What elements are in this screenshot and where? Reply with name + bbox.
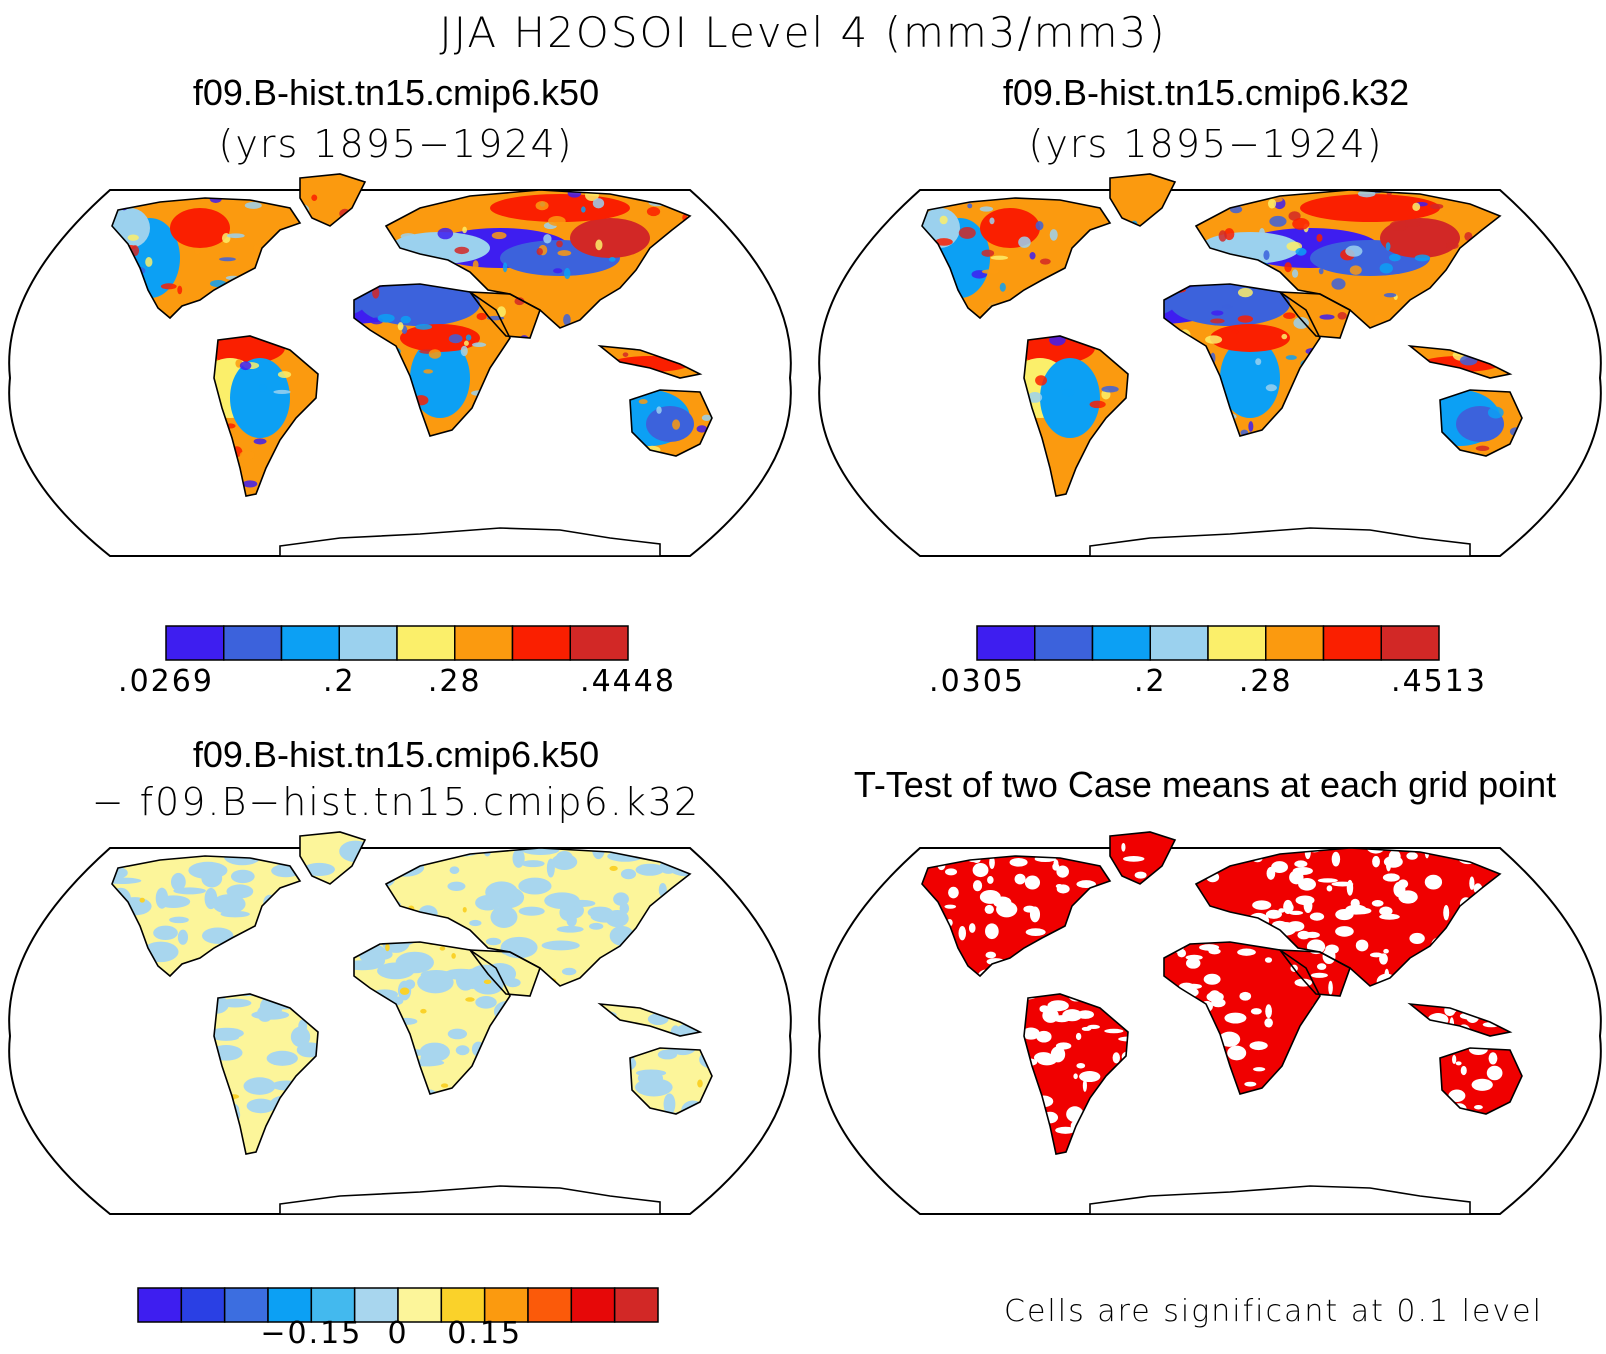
colorbar-tick-label: .2: [1133, 664, 1167, 699]
coastline-indonesia: [597, 1002, 703, 1037]
colorbar-tick-label: .28: [1238, 664, 1293, 699]
colorbar-swatch: [338, 625, 398, 661]
colorbar-swatch: [137, 1287, 183, 1323]
colorbar-top-right-labels: .0305 .2 .28 .4513: [929, 664, 1485, 704]
colorbar-swatch: [511, 625, 571, 661]
colorbar-bottom-left: [137, 1287, 659, 1323]
coastline-indonesia: [597, 344, 703, 379]
colorbar-swatch: [1322, 625, 1382, 661]
colorbar-swatch: [1265, 625, 1325, 661]
coastline-arabia: [1278, 291, 1351, 339]
coastline-eurasia: [384, 189, 692, 329]
colorbar-tick-label: .28: [427, 664, 482, 699]
panel-tl-subtitle: (yrs 1895−1924): [218, 122, 574, 166]
colorbar-bottom-left-labels: −0.15 0 0.15: [138, 1316, 658, 1354]
coastline-northAmerica: [921, 855, 1112, 978]
figure-title: JJA H2OSOI Level 4 (mm3/mm3): [439, 8, 1167, 57]
coastline-greenland: [1109, 173, 1177, 227]
panel-tr-case: f09.B-hist.tn15.cmip6.k32: [1002, 72, 1410, 113]
coastline-northAmerica: [111, 855, 302, 978]
colorbar-swatch: [440, 1287, 486, 1323]
colorbar-swatch: [397, 1287, 443, 1323]
colorbar-swatch: [223, 1287, 269, 1323]
panel-tr-subtitle: (yrs 1895−1924): [1028, 122, 1384, 166]
map-top-left: [8, 173, 792, 557]
coastline-australia: [629, 389, 713, 457]
coastline-greenland: [299, 173, 367, 227]
panel-bl-case: f09.B-hist.tn15.cmip6.k50: [192, 734, 600, 775]
panel-bl-subtitle: − f09.B−hist.tn15.cmip6.k32: [91, 780, 701, 824]
colorbar-swatch: [613, 1287, 659, 1323]
coastline-southAmerica: [213, 335, 319, 497]
colorbar-swatch: [527, 1287, 573, 1323]
colorbar-swatch: [165, 625, 225, 661]
colorbar-swatch: [396, 625, 456, 661]
coastline-northAmerica: [111, 197, 302, 320]
map-top-right: [818, 173, 1602, 557]
colorbar-swatch: [483, 1287, 529, 1323]
coastline-indonesia: [1407, 344, 1513, 379]
coastline-arabia: [468, 949, 541, 997]
colorbar-swatch: [1207, 625, 1267, 661]
colorbar-swatch: [1034, 625, 1094, 661]
coastline-northAmerica: [921, 197, 1112, 320]
coastline-africa: [353, 941, 511, 1095]
map-bottom-right: [818, 831, 1602, 1215]
coastline-africa: [1163, 283, 1321, 437]
colorbar-swatch: [976, 625, 1036, 661]
colorbar-swatch: [353, 1287, 399, 1323]
coastline-australia: [1439, 1047, 1523, 1115]
coastline-indonesia: [1407, 1002, 1513, 1037]
coastline-southAmerica: [1023, 335, 1129, 497]
coastline-arabia: [1278, 949, 1351, 997]
colorbar-swatch: [223, 625, 283, 661]
colorbar-swatch: [570, 1287, 616, 1323]
coastline-antarctica: [279, 1185, 661, 1215]
coastline-australia: [1439, 389, 1523, 457]
coastline-antarctica: [279, 527, 661, 557]
colorbar-swatch: [1149, 625, 1209, 661]
coastline-southAmerica: [1023, 993, 1129, 1155]
colorbar-top-left-labels: .0269 .2 .28 .4448: [118, 664, 674, 704]
coastline-eurasia: [384, 847, 692, 987]
coastline-greenland: [1109, 831, 1177, 885]
colorbar-tick-label: 0.15: [447, 1316, 523, 1351]
coastline-australia: [629, 1047, 713, 1115]
coastline-southAmerica: [213, 993, 319, 1155]
coastline-arabia: [468, 291, 541, 339]
colorbar-swatch: [1091, 625, 1151, 661]
map-bottom-left: [8, 831, 792, 1215]
colorbar-top-left: [165, 625, 629, 661]
colorbar-swatch: [310, 1287, 356, 1323]
colorbar-tick-label: .4513: [1391, 664, 1487, 699]
colorbar-tick-label: .0305: [929, 664, 1025, 699]
colorbar-swatch: [569, 625, 629, 661]
colorbar-swatch: [1380, 625, 1440, 661]
colorbar-tick-label: .0269: [118, 664, 214, 699]
coastline-antarctica: [1089, 1185, 1471, 1215]
colorbar-swatch: [454, 625, 514, 661]
coastline-eurasia: [1194, 189, 1502, 329]
coastline-antarctica: [1089, 527, 1471, 557]
coastline-africa: [1163, 941, 1321, 1095]
colorbar-tick-label: .4448: [580, 664, 676, 699]
significance-note: Cells are significant at 0.1 level: [1004, 1294, 1543, 1329]
coastline-eurasia: [1194, 847, 1502, 987]
coastline-greenland: [299, 831, 367, 885]
colorbar-tick-label: .2: [322, 664, 356, 699]
colorbar-tick-label: −0.15: [260, 1316, 363, 1351]
colorbar-tick-label: 0: [387, 1316, 409, 1351]
colorbar-swatch: [180, 1287, 226, 1323]
coastline-africa: [353, 283, 511, 437]
colorbar-top-right: [976, 625, 1440, 661]
colorbar-swatch: [280, 625, 340, 661]
panel-tl-case: f09.B-hist.tn15.cmip6.k50: [192, 72, 600, 113]
panel-br-title: T-Test of two Case means at each grid po…: [853, 764, 1557, 805]
